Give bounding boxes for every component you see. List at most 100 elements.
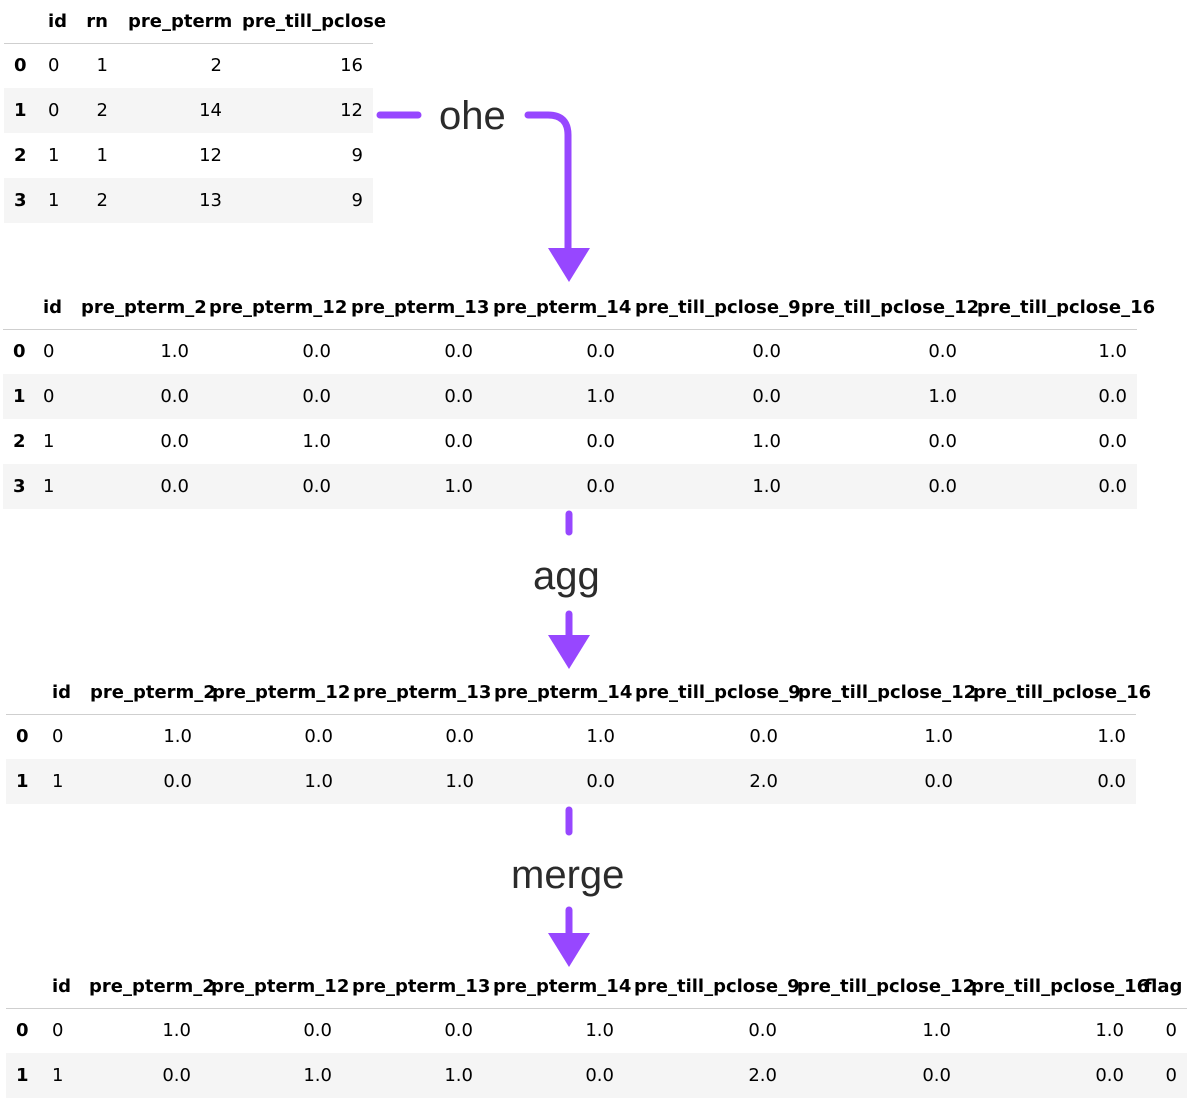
table-cell: 1 <box>52 771 64 792</box>
table-row: 0 0 1 2 16 <box>4 43 373 88</box>
column-header-pre-till-pclose: pre_till_pclose <box>232 0 386 44</box>
table-row: 1 1 0.0 1.0 1.0 0.0 2.0 0.0 0.0 0 <box>6 1053 1187 1098</box>
row-index: 1 <box>13 386 26 407</box>
table-cell: 0.0 <box>444 1020 473 1042</box>
column-header-flag: flag <box>1134 965 1187 1009</box>
column-header-pre-till-pclose-12: pre_till_pclose_12 <box>788 671 976 715</box>
column-header-pre-pterm-2: pre_pterm_2 <box>79 965 215 1009</box>
table-cell: 0.0 <box>160 476 189 497</box>
row-index: 2 <box>13 431 26 452</box>
table-cell: 0.0 <box>928 476 957 497</box>
table-cell: 0.0 <box>302 386 331 407</box>
table-cell: 1.0 <box>162 1020 191 1042</box>
table-cell: 0.0 <box>586 341 615 363</box>
table-cell: 13 <box>199 190 222 211</box>
table-cell: 1.0 <box>302 431 331 452</box>
row-index: 0 <box>16 1020 29 1042</box>
column-header-rn: rn <box>74 0 118 44</box>
table-cell: 0.0 <box>585 1065 614 1086</box>
table-cell: 9 <box>351 145 363 166</box>
table-cell: 2 <box>96 190 108 211</box>
table-cell: 1.0 <box>303 1065 332 1086</box>
row-index: 0 <box>13 341 26 363</box>
table-row: 0 0 1.0 0.0 0.0 0.0 0.0 0.0 1.0 <box>3 329 1137 374</box>
table-cell: 2 <box>96 100 108 121</box>
table-cell: 0.0 <box>1097 771 1126 792</box>
table-cell: 0.0 <box>444 431 473 452</box>
table-cell: 0 <box>43 386 55 407</box>
column-header-id: id <box>38 0 74 44</box>
column-header-pre-pterm-13: pre_pterm_13 <box>342 965 490 1009</box>
row-index: 0 <box>14 55 27 77</box>
table-cell: 1.0 <box>160 341 189 363</box>
table-cell: 0.0 <box>303 1020 332 1042</box>
table-cell: 0.0 <box>586 771 615 792</box>
column-header-pre-pterm-12: pre_pterm_12 <box>202 671 350 715</box>
table-cell: 14 <box>199 100 222 121</box>
table-cell: 0.0 <box>302 476 331 497</box>
table-cell: 1 <box>48 190 60 211</box>
table-cell: 0 <box>48 100 60 121</box>
table-cell: 0.0 <box>444 386 473 407</box>
ohe-arrow-path <box>524 111 572 259</box>
table-cell: 0.0 <box>302 341 331 363</box>
row-index: 1 <box>14 100 27 121</box>
index-header <box>4 0 38 44</box>
source-dataframe: id rn pre_pterm pre_till_pclose 0 0 1 2 16 1 0 2 14 1… <box>4 0 386 223</box>
table-cell: 1 <box>52 1065 64 1086</box>
table-cell: 1.0 <box>304 771 333 792</box>
column-header-pre-till-pclose-9: pre_till_pclose_9 <box>625 671 801 715</box>
table-cell: 0.0 <box>752 341 781 363</box>
column-header-pre-pterm-12: pre_pterm_12 <box>199 286 347 330</box>
table-cell: 2.0 <box>748 1065 777 1086</box>
column-header-id: id <box>33 286 71 330</box>
table-cell: 1.0 <box>163 726 192 748</box>
column-header-pre-till-pclose-16: pre_till_pclose_16 <box>967 286 1155 330</box>
table-cell: 1.0 <box>1095 1020 1124 1042</box>
column-header-pre-till-pclose-12: pre_till_pclose_12 <box>791 286 979 330</box>
column-header-pre-pterm-13: pre_pterm_13 <box>341 286 489 330</box>
table-cell: 1 <box>96 55 108 77</box>
table-cell: 1.0 <box>752 431 781 452</box>
table-cell: 1 <box>43 476 55 497</box>
header-row: id rn pre_pterm pre_till_pclose <box>4 0 386 44</box>
column-header-pre-pterm-14: pre_pterm_14 <box>483 286 631 330</box>
table-cell: 2.0 <box>749 771 778 792</box>
table-row: 1 0 0.0 0.0 0.0 1.0 0.0 1.0 0.0 <box>3 374 1137 419</box>
table-cell: 1.0 <box>928 386 957 407</box>
column-header-pre-till-pclose-9: pre_till_pclose_9 <box>624 965 800 1009</box>
ohe-dataframe: id pre_pterm_2 pre_pterm_12 pre_pterm_13 pre… <box>3 286 1155 509</box>
column-header-pre-till-pclose-16: pre_till_pclose_16 <box>963 671 1151 715</box>
table-row: 3 1 0.0 0.0 1.0 0.0 1.0 0.0 0.0 <box>3 464 1137 509</box>
table-cell: 1.0 <box>752 476 781 497</box>
table-cell: 0.0 <box>928 341 957 363</box>
table-cell: 1 <box>96 145 108 166</box>
table-row: 2 1 1 12 9 <box>4 133 373 178</box>
table-row: 0 0 1.0 0.0 0.0 1.0 0.0 1.0 1.0 <box>6 714 1136 759</box>
table-cell: 1.0 <box>586 386 615 407</box>
index-header <box>3 286 33 330</box>
table-row: 1 0 2 14 12 <box>4 88 373 133</box>
row-index: 3 <box>14 190 27 211</box>
column-header-pre-pterm-2: pre_pterm_2 <box>71 286 207 330</box>
table-cell: 0.0 <box>748 1020 777 1042</box>
table-cell: 0 <box>48 55 60 77</box>
table-cell: 0.0 <box>922 1065 951 1086</box>
table-cell: 0 <box>52 1020 64 1042</box>
table-cell: 1.0 <box>585 1020 614 1042</box>
row-index: 1 <box>16 1065 29 1086</box>
table-cell: 0 <box>52 726 64 748</box>
merged-dataframe: id pre_pterm_2 pre_pterm_12 pre_pterm_13 pre… <box>6 965 1187 1098</box>
table-cell: 1.0 <box>444 1065 473 1086</box>
table-cell: 1 <box>48 145 60 166</box>
row-index: 2 <box>14 145 27 166</box>
agg-arrowhead <box>548 635 590 669</box>
table-cell: 0.0 <box>160 386 189 407</box>
row-index: 0 <box>16 726 29 748</box>
column-header-pre-pterm-12: pre_pterm_12 <box>201 965 349 1009</box>
table-cell: 1.0 <box>1097 726 1126 748</box>
table-cell: 1.0 <box>1098 341 1127 363</box>
header-row: id pre_pterm_2 pre_pterm_12 pre_pterm_13 pre… <box>3 286 1155 330</box>
table-cell: 9 <box>351 190 363 211</box>
